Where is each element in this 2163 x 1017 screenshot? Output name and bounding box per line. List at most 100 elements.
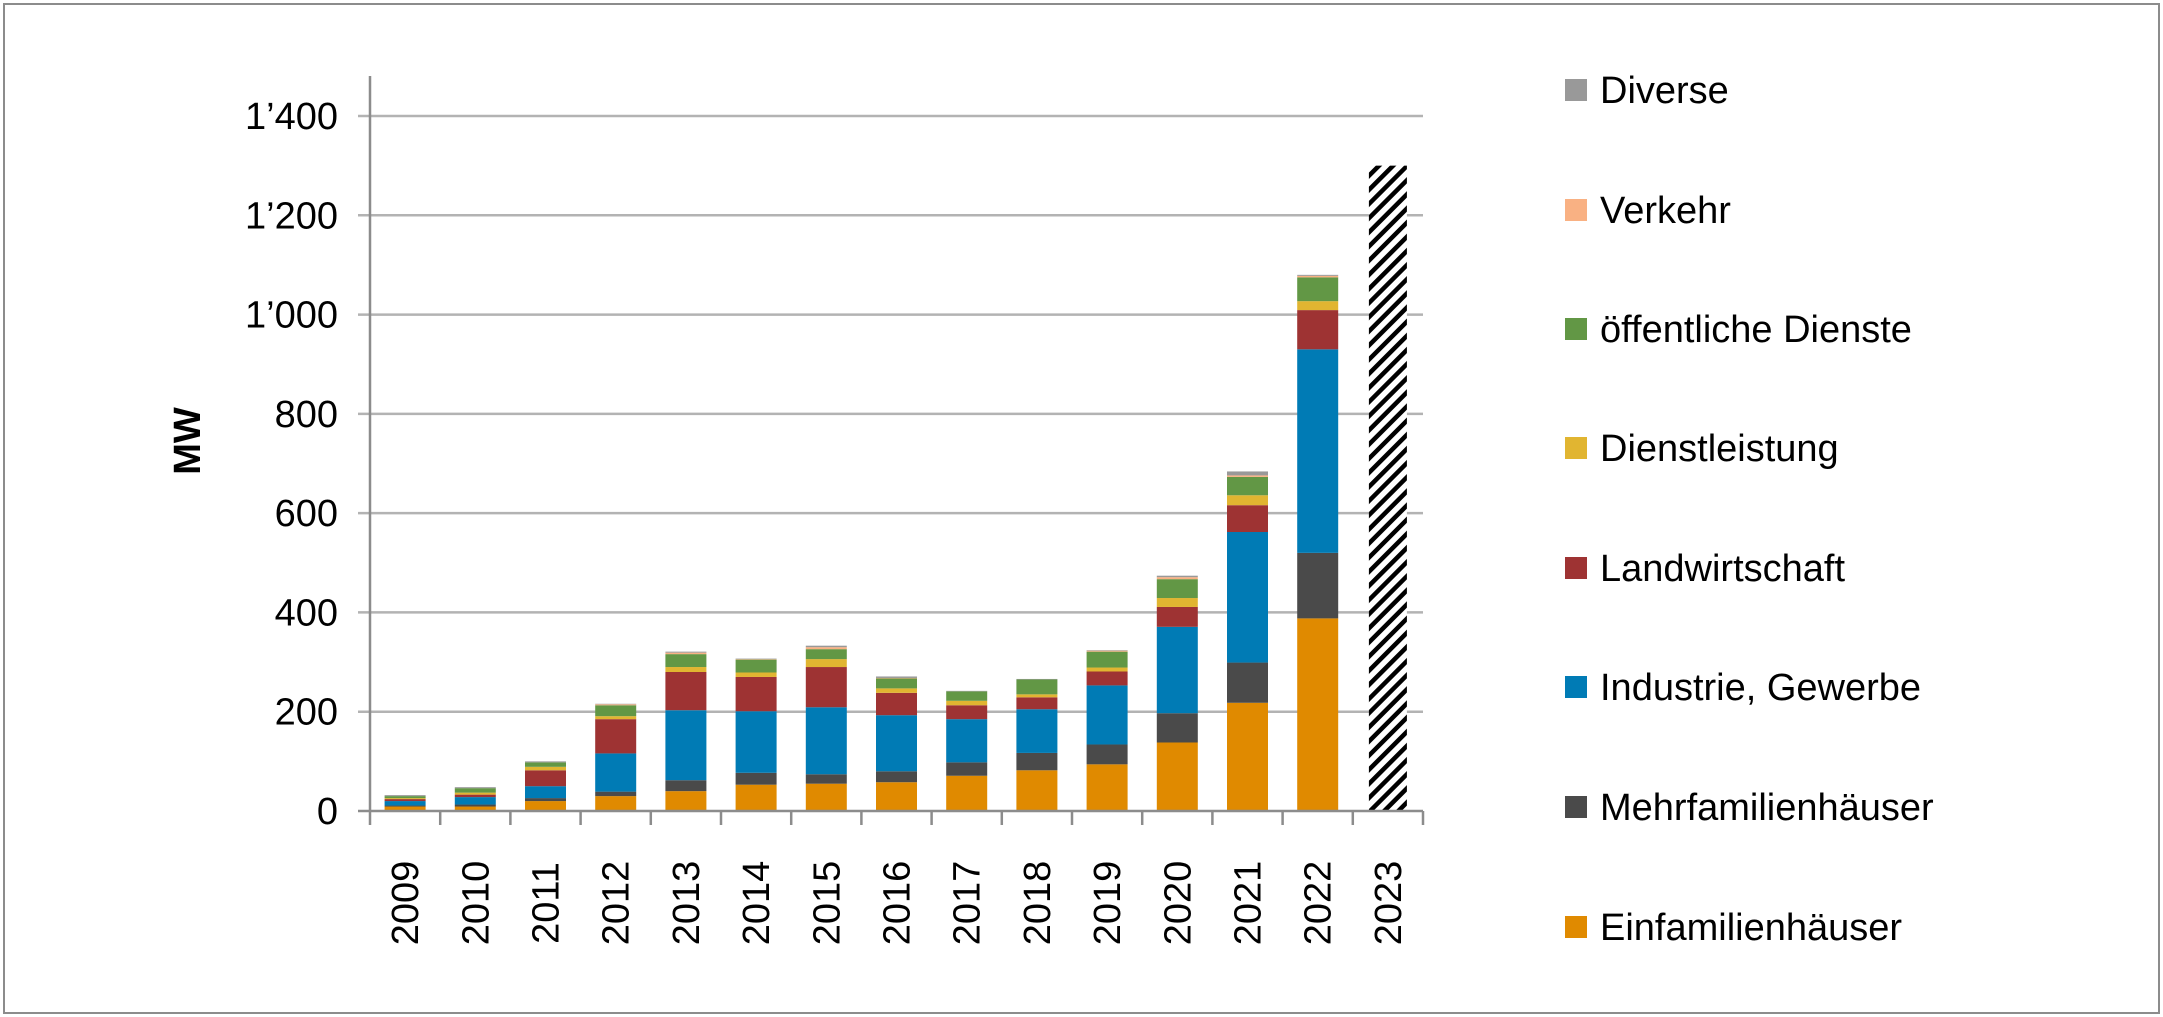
chart-frame: [3, 3, 2160, 1014]
bar-segment-2016-industrie-gewerbe: [876, 715, 917, 772]
bar-segment-2009-landwirtschaft: [384, 799, 426, 802]
legend-label: Einfamilienhäuser: [1600, 907, 1902, 949]
bar-segment-2015-dienstleistung: [805, 659, 847, 668]
bar-segment-2020-mehrfamilienhäuser: [1156, 713, 1198, 743]
bar-segment-2021-landwirtschaft: [1227, 505, 1268, 533]
bar-segment-2011-öffentliche-dienste: [525, 762, 566, 767]
x-tick-label: 2018: [1017, 861, 1059, 946]
bar-segment-2020-verkehr: [1156, 577, 1198, 580]
bar-segment-2017-einfamilienhäuser: [946, 775, 988, 811]
bar-segment-2012-landwirtschaft: [595, 719, 637, 754]
bar-segment-2011-landwirtschaft: [525, 770, 566, 787]
y-tick-label: 600: [275, 493, 338, 535]
x-tick-label: 2021: [1228, 861, 1270, 946]
bar-segment-2016-einfamilienhäuser: [876, 782, 917, 811]
bar-segment-2009-einfamilienhäuser: [384, 806, 426, 811]
y-axis-label: MW: [167, 407, 209, 475]
bar-segment-2014-einfamilienhäuser: [735, 784, 777, 811]
bar-segment-2021-verkehr: [1227, 475, 1268, 477]
bar-segment-2019-industrie-gewerbe: [1086, 685, 1128, 745]
x-tick-label: 2009: [385, 861, 427, 946]
bar-segment-2014-industrie-gewerbe: [735, 711, 777, 773]
y-tick-label: 200: [275, 692, 338, 734]
bar-segment-2012-verkehr: [595, 704, 637, 706]
bar-segment-2022-industrie-gewerbe: [1297, 349, 1339, 553]
bar-segment-2022-dienstleistung: [1297, 301, 1339, 311]
bar-segment-2021-öffentliche-dienste: [1227, 476, 1268, 496]
bar-segment-2020-landwirtschaft: [1156, 606, 1198, 627]
bar-segment-2011-industrie-gewerbe: [525, 786, 566, 799]
bar-segment-2017-mehrfamilienhäuser: [946, 762, 988, 776]
y-tick-label: 1’000: [245, 295, 338, 337]
bar-segment-2018-öffentliche-dienste: [1016, 679, 1058, 695]
legend: Diverse Verkehr öffentliche Dienste Dienstl…: [1565, 70, 1934, 949]
bar-segment-2022-einfamilienhäuser: [1297, 618, 1339, 811]
bar-segment-2015-verkehr: [805, 647, 847, 650]
bar-segment-2013-dienstleistung: [665, 667, 707, 672]
bars: [384, 165, 1407, 812]
y-tick-label: 0: [317, 791, 338, 833]
legend-swatch: [1565, 79, 1587, 101]
bar-segment-2010-landwirtschaft: [454, 794, 496, 798]
legend-label: Landwirtschaft: [1600, 548, 1845, 590]
legend-label: Verkehr: [1600, 190, 1731, 232]
x-tick-label: 2020: [1157, 861, 1199, 946]
bar-segment-2015-mehrfamilienhäuser: [805, 774, 847, 784]
bar-segment-2017-industrie-gewerbe: [946, 719, 988, 763]
bar-segment-2019-dienstleistung: [1086, 667, 1128, 672]
bar-segment-2009-dienstleistung: [384, 798, 426, 800]
legend-swatch: [1565, 199, 1587, 221]
bar-segment-2019-landwirtschaft: [1086, 671, 1128, 686]
x-tick-label: 2012: [596, 861, 638, 946]
x-tick-label: 2013: [666, 861, 708, 946]
x-tick-label: 2022: [1298, 861, 1340, 946]
bar-segment-2022-diverse: [1297, 274, 1339, 276]
bar-segment-2013-mehrfamilienhäuser: [665, 780, 707, 792]
bar-segment-2013-industrie-gewerbe: [665, 710, 707, 781]
legend-label: Industrie, Gewerbe: [1600, 667, 1921, 709]
x-tick-label: 2014: [736, 861, 778, 946]
bar-segment-2012-öffentliche-dienste: [595, 705, 637, 717]
x-tick-label: 2019: [1087, 861, 1129, 946]
bar-segment-2016-diverse: [876, 676, 917, 678]
bar-segment-2014-mehrfamilienhäuser: [735, 772, 777, 785]
bar-segment-2020-diverse: [1156, 575, 1198, 578]
bar-segment-2018-mehrfamilienhäuser: [1016, 752, 1058, 771]
x-tick-label: 2011: [526, 862, 568, 944]
bar-segment-2015-industrie-gewerbe: [805, 707, 847, 775]
y-tick-label: 800: [275, 394, 338, 436]
bar-segment-2015-einfamilienhäuser: [805, 783, 847, 811]
bar-segment-2020-industrie-gewerbe: [1156, 626, 1198, 714]
bar-segment-2019-einfamilienhäuser: [1086, 764, 1128, 811]
bar-segment-2022-landwirtschaft: [1297, 310, 1339, 350]
bar-segment-2021-einfamilienhäuser: [1227, 702, 1268, 811]
bar-segment-2009-industrie-gewerbe: [384, 801, 426, 806]
bar-segment-2013-öffentliche-dienste: [665, 654, 707, 668]
bar-segment-2022-verkehr: [1297, 275, 1339, 278]
x-tick-label: 2023: [1368, 861, 1410, 946]
bar-segment-2013-landwirtschaft: [665, 672, 707, 711]
bar-segment-2014-öffentliche-dienste: [735, 659, 777, 673]
bar-segment-2009-diverse: [384, 795, 426, 797]
bar-segment-2017-landwirtschaft: [946, 705, 988, 720]
legend-label: Diverse: [1600, 70, 1729, 112]
x-tick-label: 2010: [455, 861, 497, 946]
bar-segment-2010-diverse: [454, 787, 496, 789]
bar-segment-2018-industrie-gewerbe: [1016, 709, 1058, 753]
bar-segment-2015-öffentliche-dienste: [805, 649, 847, 660]
bar-segment-2017-öffentliche-dienste: [946, 691, 988, 701]
bar-segment-2010-dienstleistung: [454, 792, 496, 795]
bar-segment-2022-mehrfamilienhäuser: [1297, 552, 1339, 619]
bar-segment-2021-diverse: [1227, 471, 1268, 476]
bar-segment-2016-mehrfamilienhäuser: [876, 771, 917, 783]
bar-segment-2011-dienstleistung: [525, 766, 566, 771]
bar-segment-2021-mehrfamilienhäuser: [1227, 662, 1268, 703]
legend-label: öffentliche Dienste: [1600, 309, 1912, 351]
bar-segment-2013-verkehr: [665, 652, 707, 655]
x-tick-label: 2015: [806, 861, 848, 946]
legend-swatch: [1565, 318, 1587, 340]
bar-segment-2016-landwirtschaft: [876, 692, 917, 716]
legend-swatch: [1565, 796, 1587, 818]
bar-segment-2010-einfamilienhäuser: [454, 806, 496, 811]
